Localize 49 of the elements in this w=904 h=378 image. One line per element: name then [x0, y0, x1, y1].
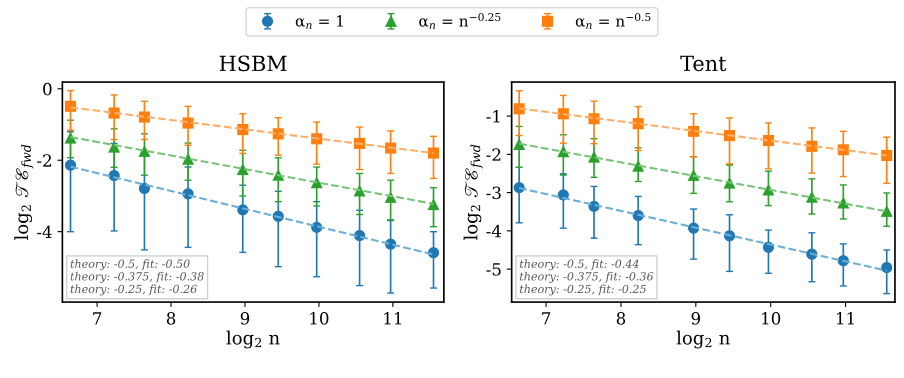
point [138, 146, 150, 157]
y-tick-label: -5 [486, 263, 501, 276]
annotation: theory: -0.5, fit: -0.50 [70, 259, 190, 270]
y-tick-label: -4 [37, 226, 52, 238]
point [138, 182, 150, 194]
point [514, 138, 525, 150]
y-tick-label: -2 [37, 154, 52, 167]
x-tick-label: 7 [542, 312, 550, 324]
annotation: theory: -0.25, fit: -0.25 [520, 284, 646, 296]
x-tick-label: 11 [836, 312, 854, 324]
point [588, 151, 600, 163]
chart-title: Tent [680, 56, 726, 72]
point [762, 184, 774, 196]
x-axis-title: log$_{2}$ n [676, 330, 730, 348]
x-tick-label: 8 [616, 312, 626, 325]
legend-label: α$_{n}$ = 1 [296, 15, 343, 29]
legend-label: α$_{n}$ = n$^{−0.25}$ [419, 13, 500, 29]
y-tick-label: -1 [486, 110, 500, 122]
chart-title: HSBM [220, 55, 287, 72]
y-tick-label: -4 [486, 224, 502, 238]
point [182, 154, 194, 165]
y-tick-label: 0 [43, 82, 52, 96]
point [428, 148, 440, 159]
y-axis-title: log$_{2}$ 𝒯ℰ$_{fwd}$ [14, 144, 34, 240]
point [237, 164, 248, 176]
point [838, 197, 849, 208]
x-tick-label: 8 [166, 312, 176, 325]
annotation: theory: -0.375, fit: -0.36 [520, 272, 654, 283]
annotation: theory: -0.25, fit: -0.26 [70, 284, 197, 296]
x-tick-label: 10 [762, 312, 780, 325]
x-tick-label: 9 [692, 312, 700, 325]
point [108, 141, 120, 153]
annotation: theory: -0.5, fit: -0.44 [520, 259, 639, 270]
point [428, 198, 440, 210]
point [881, 206, 892, 217]
point [64, 132, 76, 144]
y-tick-label: -3 [486, 186, 501, 200]
x-tick-label: 9 [240, 312, 250, 325]
legend-label: α$_{n}$ = n$^{−0.5}$ [576, 13, 650, 29]
x-tick-label: 10 [310, 312, 328, 325]
y-axis-title: log$_{2}$ 𝒯ℰ$_{fwd}$ [464, 144, 483, 240]
point [428, 247, 440, 258]
y-tick-label: -2 [486, 148, 500, 161]
x-tick-label: 7 [93, 312, 102, 324]
point [632, 160, 644, 172]
point [881, 262, 892, 274]
x-axis-title: log$_{2}$ n [226, 330, 280, 348]
x-tick-label: 11 [384, 312, 402, 324]
annotation: theory: -0.375, fit: -0.38 [70, 272, 204, 283]
